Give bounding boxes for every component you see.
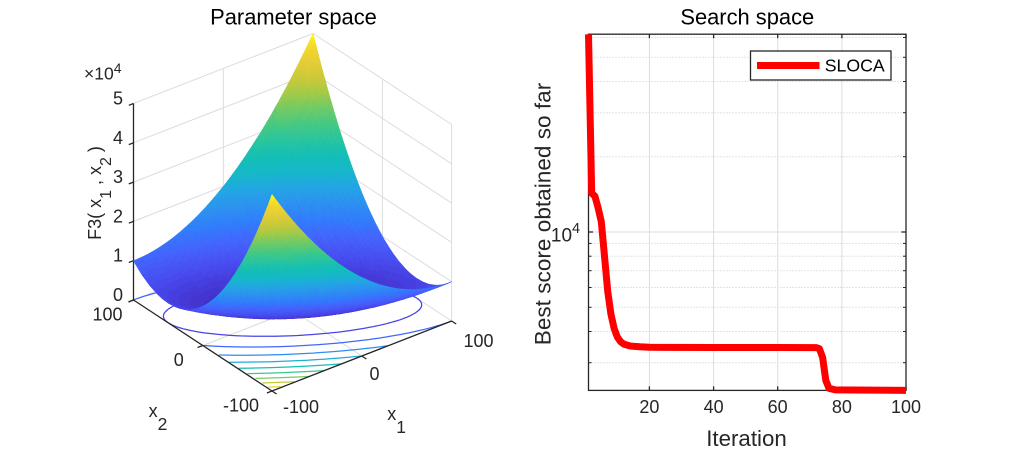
svg-text:Iteration: Iteration <box>706 426 787 451</box>
svg-text:Search space: Search space <box>680 4 814 29</box>
svg-text:1: 1 <box>113 246 123 266</box>
svg-text:-100: -100 <box>223 396 259 416</box>
svg-text:100: 100 <box>891 397 921 417</box>
svg-text:0: 0 <box>113 285 123 305</box>
svg-text:100: 100 <box>92 305 122 325</box>
svg-text:80: 80 <box>832 397 852 417</box>
svg-text:0: 0 <box>174 350 184 370</box>
svg-text:60: 60 <box>768 397 788 417</box>
svg-text:-100: -100 <box>283 397 319 417</box>
svg-text:40: 40 <box>704 397 724 417</box>
svg-text:×104: ×104 <box>84 60 122 84</box>
svg-text:5: 5 <box>113 89 123 109</box>
svg-text:Parameter space: Parameter space <box>210 4 377 29</box>
svg-text:2: 2 <box>113 206 123 226</box>
svg-text:20: 20 <box>639 397 659 417</box>
svg-text:100: 100 <box>463 331 493 351</box>
svg-text:0: 0 <box>369 364 379 384</box>
svg-text:3: 3 <box>113 167 123 187</box>
svg-text:Best score obtained so far: Best score obtained so far <box>530 82 555 345</box>
svg-text:4: 4 <box>113 128 123 148</box>
svg-text:SLOCA: SLOCA <box>825 56 885 76</box>
